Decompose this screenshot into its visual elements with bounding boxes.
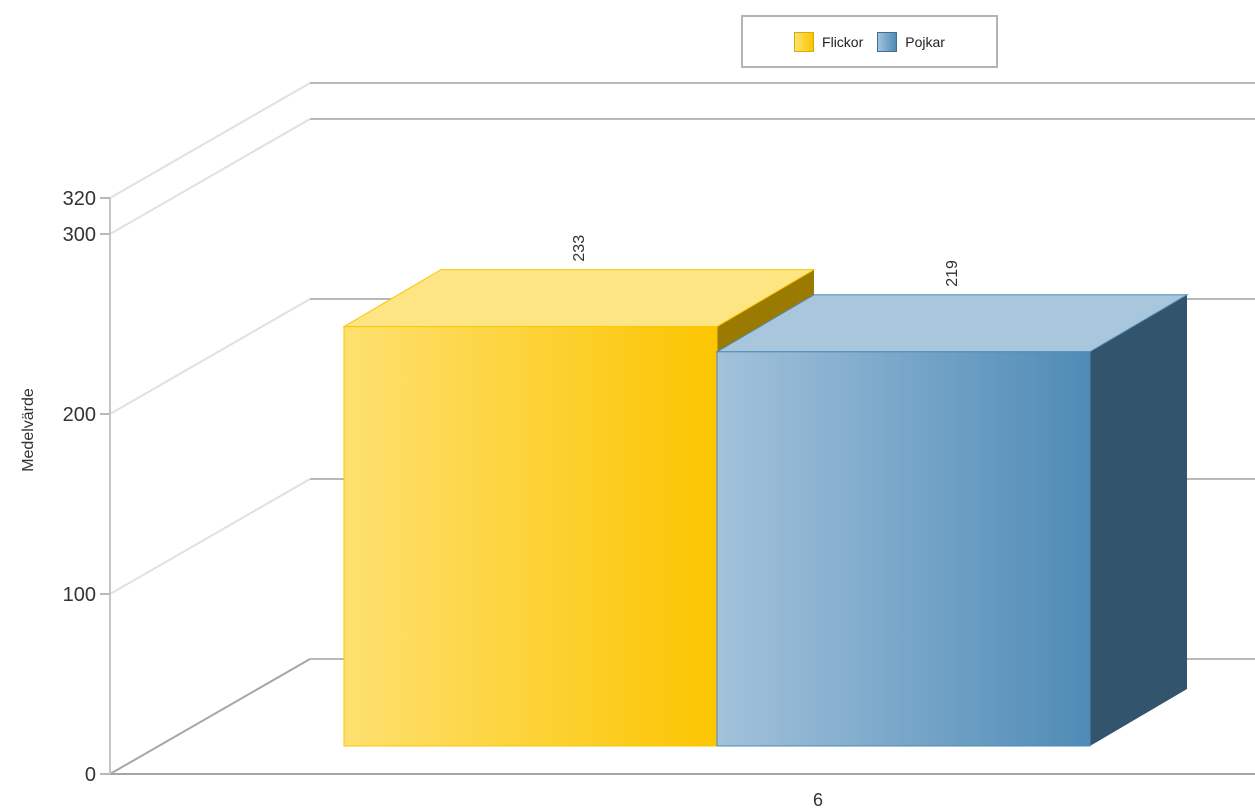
bar-pojkar [715,294,1189,747]
legend-label: Flickor [822,33,864,50]
legend-swatch [877,31,898,52]
legend: Flickor Pojkar [741,15,998,68]
bars [342,269,1189,747]
data-labels: 233 219 [571,235,961,287]
data-label: 233 [571,235,588,262]
y-tick-label: 0 [85,764,96,786]
y-tick-label: 200 [63,404,96,426]
bar-front [716,351,1091,747]
y-axis: 0 100 200 300 320 [63,188,111,786]
legend-item-pojkar: Pojkar [877,31,945,52]
data-label: 219 [944,260,961,287]
gridline [109,118,1255,235]
y-tick-label: 300 [63,224,96,246]
y-tick-label: 100 [63,584,96,606]
gridline [109,82,1255,199]
legend-swatch [794,31,815,52]
legend-label: Pojkar [905,33,945,50]
y-tick-label: 320 [63,188,96,210]
legend-item-flickor: Flickor [794,31,864,52]
y-axis-title: Medelvärde [20,388,37,472]
x-tick-label: 6 [813,790,823,808]
bar-side [1090,294,1187,746]
bar-front [343,326,718,747]
